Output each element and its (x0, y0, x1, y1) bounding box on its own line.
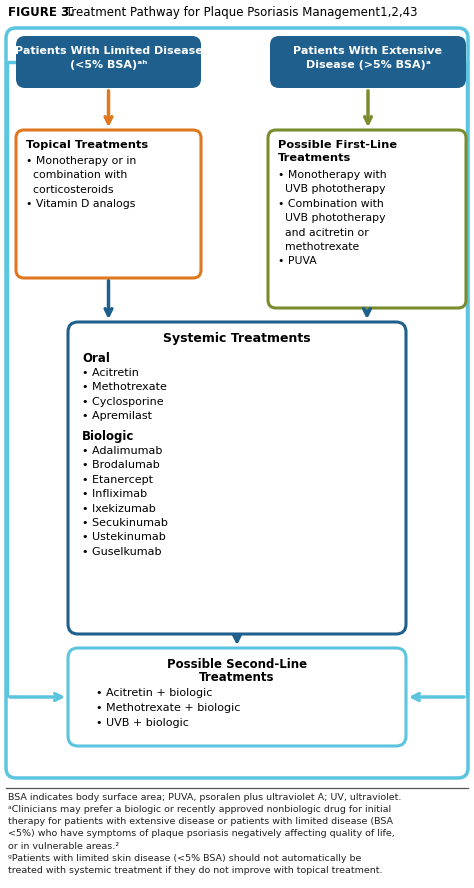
Text: Patients With Extensive: Patients With Extensive (293, 46, 443, 56)
FancyBboxPatch shape (268, 130, 466, 308)
Text: Disease (>5% BSA)ᵃ: Disease (>5% BSA)ᵃ (306, 60, 430, 70)
FancyBboxPatch shape (68, 648, 406, 746)
Text: Oral: Oral (82, 352, 110, 365)
Text: Possible Second-Line: Possible Second-Line (167, 658, 307, 671)
FancyBboxPatch shape (16, 130, 201, 278)
Text: (<5% BSA)ᵃʰ: (<5% BSA)ᵃʰ (70, 60, 147, 70)
Text: • Acitretin
• Methotrexate
• Cyclosporine
• Apremilast: • Acitretin • Methotrexate • Cyclosporin… (82, 368, 167, 421)
FancyBboxPatch shape (6, 28, 468, 778)
Text: Patients With Limited Disease: Patients With Limited Disease (15, 46, 202, 56)
Text: • Acitretin + biologic
• Methotrexate + biologic
• UVB + biologic: • Acitretin + biologic • Methotrexate + … (96, 688, 240, 727)
FancyBboxPatch shape (270, 36, 466, 88)
Text: Topical Treatments: Topical Treatments (26, 140, 148, 150)
Text: Biologic: Biologic (82, 430, 134, 443)
Text: Treatments: Treatments (199, 671, 275, 684)
Text: Possible First-Line: Possible First-Line (278, 140, 397, 150)
Text: Systemic Treatments: Systemic Treatments (163, 332, 311, 345)
FancyBboxPatch shape (16, 36, 201, 88)
Text: FIGURE 3.: FIGURE 3. (8, 6, 74, 19)
Text: • Monotherapy or in
  combination with
  corticosteroids
• Vitamin D analogs: • Monotherapy or in combination with cor… (26, 156, 136, 210)
Text: Treatments: Treatments (278, 153, 351, 163)
Text: • Adalimumab
• Brodalumab
• Etanercept
• Infliximab
• Ixekizumab
• Secukinumab
•: • Adalimumab • Brodalumab • Etanercept •… (82, 446, 168, 557)
Text: Treatment Pathway for Plaque Psoriasis Management1,2,43: Treatment Pathway for Plaque Psoriasis M… (62, 6, 418, 19)
Text: • Monotherapy with
  UVB phototherapy
• Combination with
  UVB phototherapy
  an: • Monotherapy with UVB phototherapy • Co… (278, 170, 387, 266)
FancyBboxPatch shape (68, 322, 406, 634)
Text: BSA indicates body surface area; PUVA, psoralen plus ultraviolet A; UV, ultravio: BSA indicates body surface area; PUVA, p… (8, 793, 401, 875)
